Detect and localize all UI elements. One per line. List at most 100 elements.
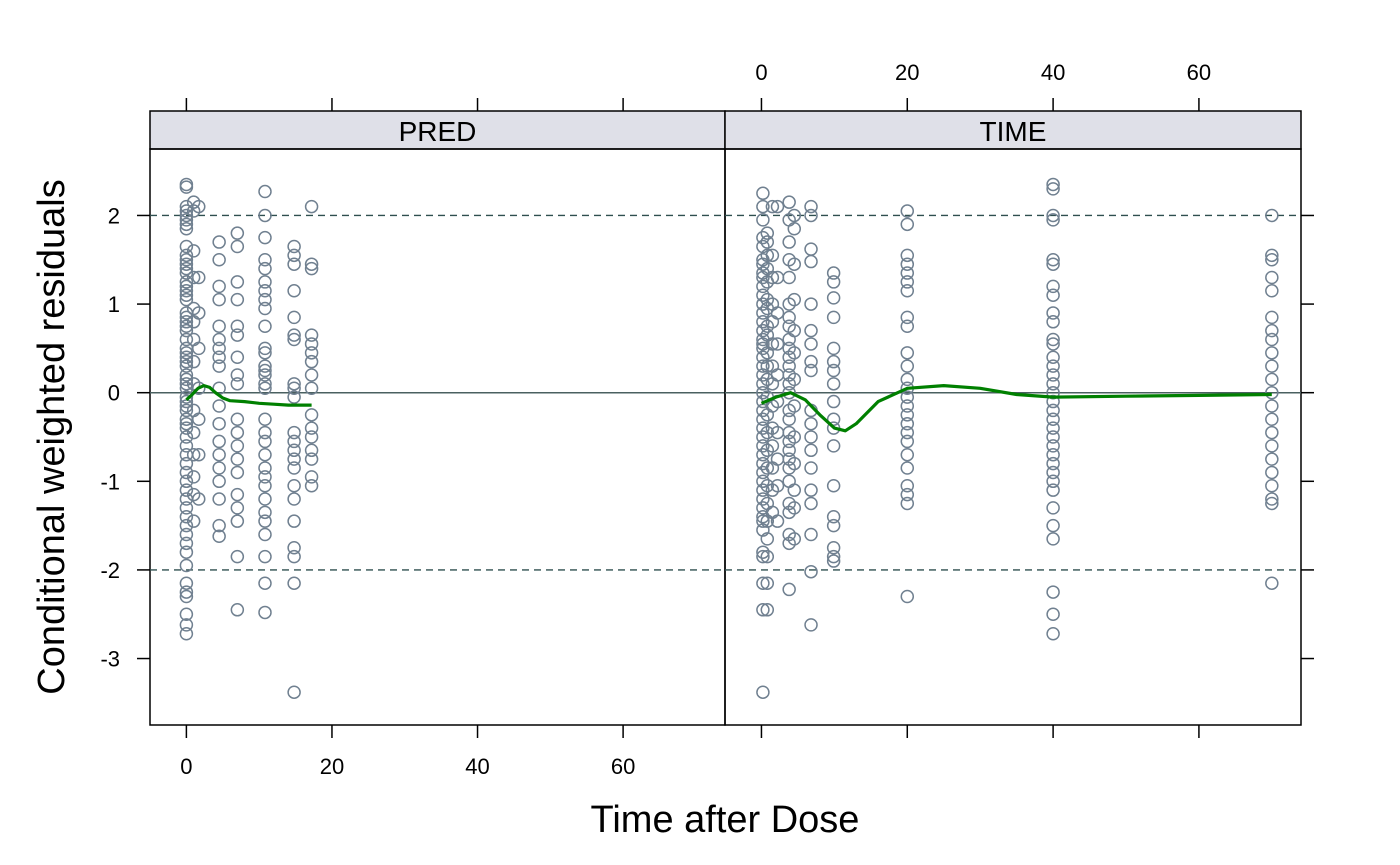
data-point bbox=[787, 456, 802, 471]
data-point bbox=[804, 208, 818, 223]
data-point bbox=[287, 541, 301, 555]
data-point bbox=[304, 354, 319, 369]
data-point bbox=[900, 204, 915, 218]
data-point bbox=[304, 408, 319, 422]
data-point bbox=[770, 514, 785, 528]
data-point bbox=[1265, 385, 1279, 400]
data-point bbox=[756, 412, 770, 427]
data-point bbox=[230, 328, 245, 342]
strip-label-time: TIME bbox=[980, 116, 1047, 147]
data-point bbox=[179, 204, 194, 218]
data-point bbox=[756, 474, 770, 489]
data-point bbox=[760, 532, 775, 546]
x-tick-label-pred: 60 bbox=[611, 754, 635, 779]
data-point bbox=[192, 270, 206, 285]
data-point bbox=[258, 412, 272, 427]
data-point bbox=[192, 412, 206, 427]
data-point bbox=[756, 430, 770, 444]
data-point bbox=[304, 430, 319, 444]
data-point bbox=[1046, 253, 1060, 267]
data-point bbox=[186, 425, 201, 440]
data-point bbox=[230, 226, 245, 240]
data-point bbox=[179, 213, 194, 227]
data-point bbox=[258, 470, 272, 484]
data-point bbox=[212, 235, 226, 249]
data-point bbox=[760, 461, 775, 475]
data-point bbox=[756, 368, 770, 382]
data-point bbox=[765, 337, 780, 351]
data-point bbox=[804, 443, 818, 458]
data-point bbox=[258, 363, 272, 378]
data-point bbox=[258, 549, 272, 564]
data-point bbox=[765, 270, 780, 285]
data-point bbox=[179, 222, 194, 236]
data-point bbox=[179, 421, 194, 435]
data-point bbox=[1046, 607, 1060, 621]
data-point bbox=[826, 310, 841, 325]
data-point bbox=[230, 549, 245, 564]
data-point bbox=[230, 603, 245, 617]
data-point bbox=[1046, 518, 1060, 533]
data-point bbox=[1046, 377, 1060, 391]
x-tick-label-pred: 20 bbox=[320, 754, 344, 779]
panel-plot-time bbox=[724, 148, 1302, 726]
data-point bbox=[900, 284, 915, 298]
data-point bbox=[230, 319, 245, 333]
data-point bbox=[258, 208, 272, 223]
data-point bbox=[1265, 248, 1279, 263]
data-point bbox=[760, 359, 775, 373]
data-point bbox=[212, 399, 226, 413]
data-point bbox=[287, 390, 301, 404]
data-point bbox=[258, 492, 272, 506]
data-point bbox=[900, 359, 915, 373]
data-point bbox=[1046, 456, 1060, 471]
data-point bbox=[212, 434, 226, 449]
data-point bbox=[179, 279, 194, 294]
data-point bbox=[756, 213, 770, 227]
data-point bbox=[179, 319, 194, 333]
data-point bbox=[760, 235, 775, 249]
data-point bbox=[212, 279, 226, 294]
data-point bbox=[212, 319, 226, 333]
data-point bbox=[179, 292, 194, 307]
data-point bbox=[230, 425, 245, 440]
data-point bbox=[304, 257, 319, 271]
data-point bbox=[212, 292, 226, 307]
data-point bbox=[787, 430, 802, 444]
data-point bbox=[756, 315, 770, 329]
data-point bbox=[826, 275, 841, 289]
data-point bbox=[304, 470, 319, 484]
data-point bbox=[192, 492, 206, 506]
data-point bbox=[179, 576, 194, 590]
data-point bbox=[179, 483, 194, 497]
data-point bbox=[804, 483, 818, 497]
data-point bbox=[304, 452, 319, 466]
data-point bbox=[900, 319, 915, 333]
data-point bbox=[782, 443, 796, 458]
data-point bbox=[179, 439, 194, 453]
data-point bbox=[1046, 359, 1060, 373]
data-point bbox=[179, 377, 194, 391]
data-point bbox=[1265, 399, 1279, 413]
data-point bbox=[258, 253, 272, 267]
data-point bbox=[782, 412, 796, 427]
data-point bbox=[782, 461, 796, 475]
data-point bbox=[756, 685, 770, 699]
data-point bbox=[1046, 412, 1060, 427]
data-point bbox=[1265, 253, 1279, 267]
data-point bbox=[212, 529, 226, 543]
data-point bbox=[230, 465, 245, 480]
data-point bbox=[1265, 332, 1279, 347]
data-point bbox=[770, 368, 785, 382]
data-point bbox=[287, 248, 301, 263]
data-point bbox=[179, 266, 194, 280]
data-point bbox=[770, 478, 785, 493]
data-point bbox=[304, 421, 319, 435]
data-point bbox=[212, 461, 226, 475]
strip-label-pred: PRED bbox=[399, 116, 477, 147]
data-point bbox=[258, 292, 272, 307]
data-point bbox=[258, 478, 272, 493]
data-point bbox=[258, 605, 272, 620]
data-point bbox=[179, 545, 194, 559]
